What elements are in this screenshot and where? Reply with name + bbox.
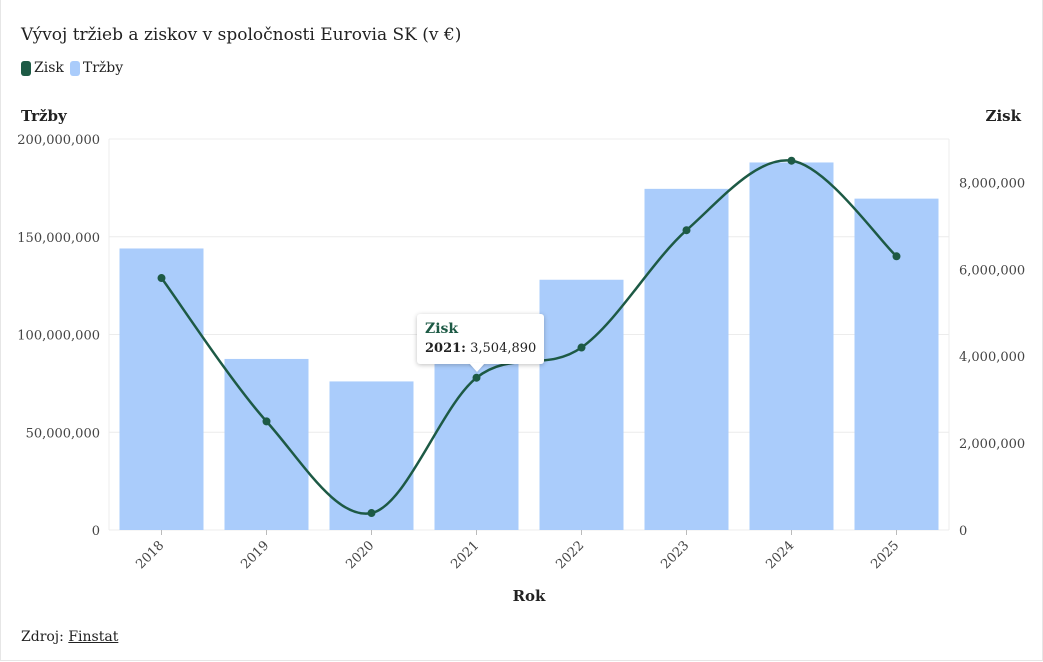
x-tick-label-2022: 2022 xyxy=(553,538,587,572)
legend-label-zisk: Zisk xyxy=(34,60,64,76)
legend-item-trzby[interactable]: Tržby xyxy=(69,60,124,76)
point-zisk-2021 xyxy=(472,373,481,382)
source-label: Zdroj: xyxy=(21,629,64,645)
bar-2024 xyxy=(749,162,834,530)
legend: Zisk Tržby xyxy=(21,60,123,76)
x-tick-label-2024: 2024 xyxy=(763,538,797,572)
y-left-tick-label: 150,000,000 xyxy=(17,231,100,246)
bar-2025 xyxy=(854,198,939,530)
y-left-tick-label: 0 xyxy=(92,524,100,539)
x-axis-title: Rok xyxy=(513,587,546,605)
y-left-tick-label: 50,000,000 xyxy=(26,426,100,441)
x-tick-label-2023: 2023 xyxy=(658,538,692,572)
y-right-tick-label: 4,000,000 xyxy=(959,350,1025,365)
y-right-tick-label: 0 xyxy=(959,524,967,539)
x-tick-label-2025: 2025 xyxy=(868,538,902,572)
bar-series-trzby xyxy=(119,162,939,531)
tooltip-year: 2021: xyxy=(425,340,466,356)
tooltip-series: Zisk xyxy=(425,320,459,337)
bar-2023 xyxy=(644,188,729,531)
y-right-axis-title: Zisk xyxy=(986,107,1022,125)
y-right-tick-label: 6,000,000 xyxy=(959,263,1025,278)
legend-label-trzby: Tržby xyxy=(82,60,124,76)
tooltip-arrow xyxy=(468,362,485,372)
point-zisk-2024 xyxy=(787,156,796,165)
y-left-tick-label: 200,000,000 xyxy=(17,133,100,148)
x-tick-label-2020: 2020 xyxy=(343,538,377,572)
point-zisk-2018 xyxy=(157,274,166,283)
tooltip-value: 3,504,890 xyxy=(470,340,537,356)
bar-2020 xyxy=(329,381,414,530)
bar-2022 xyxy=(539,279,624,530)
bar-2018 xyxy=(119,248,204,531)
chart-title: Vývoj tržieb a ziskov v spoločnosti Euro… xyxy=(21,25,462,45)
x-tick-label-2018: 2018 xyxy=(133,538,167,572)
x-tick-label-2021: 2021 xyxy=(448,538,482,572)
bar-2021 xyxy=(434,356,519,530)
point-zisk-2019 xyxy=(262,417,271,426)
y-left-axis-title: Tržby xyxy=(21,107,68,125)
point-zisk-2020 xyxy=(367,509,376,518)
point-zisk-2025 xyxy=(892,252,901,261)
source-note: Zdroj: Finstat xyxy=(21,629,118,645)
y-right-tick-label: 8,000,000 xyxy=(959,176,1025,191)
y-right-tick-label: 2,000,000 xyxy=(959,437,1025,452)
legend-swatch-trzby xyxy=(69,60,80,76)
legend-swatch-zisk xyxy=(21,60,31,76)
y-left-tick-label: 100,000,000 xyxy=(17,329,100,344)
x-tick-label-2019: 2019 xyxy=(238,538,272,572)
point-zisk-2022 xyxy=(577,343,586,352)
point-zisk-2023 xyxy=(682,226,691,235)
tooltip: Zisk 2021: 3,504,890 xyxy=(417,313,545,364)
source-link[interactable]: Finstat xyxy=(68,629,119,645)
legend-item-zisk[interactable]: Zisk xyxy=(21,60,64,76)
